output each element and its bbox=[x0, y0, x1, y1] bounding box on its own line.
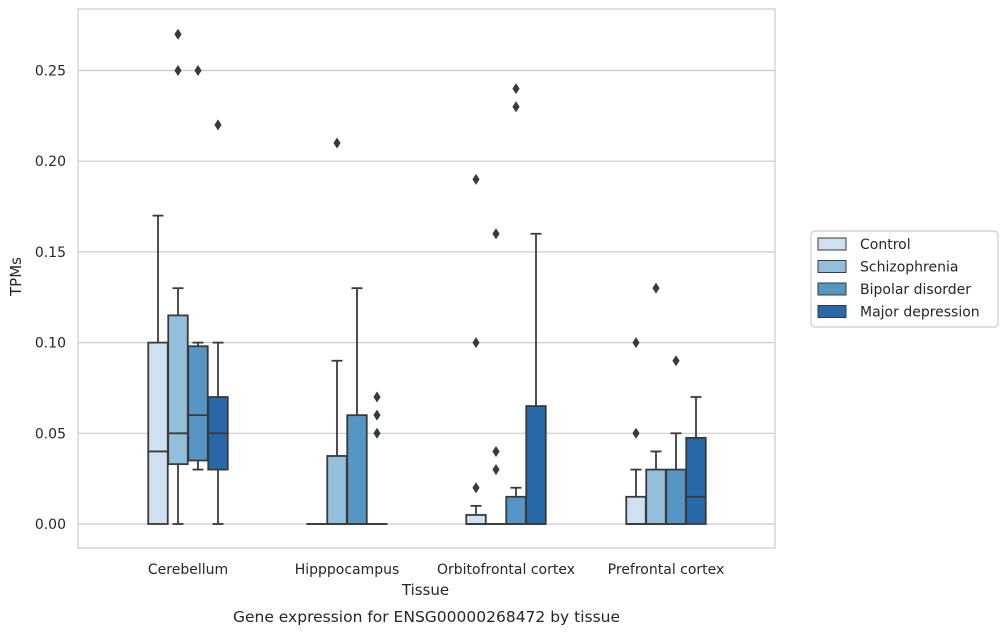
box-body bbox=[326, 455, 348, 525]
box-schizophrenia bbox=[485, 228, 507, 525]
plot-frame bbox=[77, 8, 776, 549]
box-bipolar-disorder bbox=[187, 65, 209, 471]
box-bipolar-disorder bbox=[346, 287, 368, 525]
box-control bbox=[625, 337, 647, 525]
outlier-point bbox=[333, 137, 341, 149]
x-tick-label: Cerebellum bbox=[148, 562, 228, 578]
outlier-point bbox=[512, 83, 520, 95]
box-groups bbox=[147, 28, 707, 525]
legend-swatch bbox=[817, 260, 847, 273]
outlier-point bbox=[632, 427, 640, 439]
outlier-point bbox=[492, 464, 500, 476]
box-body bbox=[505, 495, 527, 525]
outlier-point bbox=[472, 173, 480, 185]
box-major-depression bbox=[685, 396, 707, 525]
box-body bbox=[625, 495, 647, 525]
box-schizophrenia bbox=[645, 282, 667, 525]
box-bipolar-disorder bbox=[665, 355, 687, 525]
box-control bbox=[147, 214, 169, 525]
box-bipolar-disorder bbox=[505, 83, 527, 525]
outlier-point bbox=[174, 65, 182, 76]
box-major-depression bbox=[525, 232, 547, 525]
box-body bbox=[685, 436, 707, 525]
box-major-depression bbox=[207, 119, 229, 525]
box-body bbox=[346, 414, 368, 525]
legend-frame bbox=[810, 230, 999, 328]
chart-caption: Gene expression for ENSG00000268472 by t… bbox=[233, 608, 620, 626]
outlier-point bbox=[174, 28, 182, 40]
box-body bbox=[465, 514, 487, 525]
outlier-point bbox=[373, 391, 381, 403]
outlier-point bbox=[373, 427, 381, 439]
x-tick-label: Orbitofrontal cortex bbox=[437, 562, 575, 578]
legend-swatch bbox=[817, 237, 847, 251]
box-body bbox=[147, 341, 169, 525]
box-body bbox=[645, 468, 667, 525]
y-tick-label: 0.25 bbox=[35, 64, 66, 80]
box-major-depression bbox=[366, 391, 388, 525]
outlier-point bbox=[652, 282, 660, 294]
outlier-point bbox=[373, 409, 381, 421]
outlier-point bbox=[512, 101, 520, 113]
outlier-point bbox=[632, 337, 640, 349]
outlier-point bbox=[472, 337, 480, 349]
box-body bbox=[167, 314, 189, 466]
outlier-point bbox=[472, 482, 480, 494]
box-control bbox=[465, 173, 487, 525]
x-tick-label: Prefrontal cortex bbox=[608, 562, 725, 578]
legend-label: Bipolar disorder bbox=[860, 282, 971, 298]
box-schizophrenia bbox=[326, 137, 348, 525]
legend-swatch bbox=[817, 282, 847, 296]
y-tick-label: 0.05 bbox=[35, 426, 66, 442]
x-axis-label: Tissue bbox=[401, 581, 449, 599]
box-body bbox=[665, 468, 687, 525]
y-tick-label: 0.15 bbox=[35, 245, 66, 261]
y-axis-label: TPMs bbox=[7, 257, 25, 297]
legend-label: Control bbox=[860, 237, 911, 253]
legend-label: Schizophrenia bbox=[860, 260, 958, 276]
outlier-point bbox=[492, 228, 500, 240]
box-schizophrenia bbox=[167, 28, 189, 525]
y-tick-label: 0.20 bbox=[35, 154, 66, 170]
y-tick-label: 0.10 bbox=[35, 336, 66, 352]
x-tick-labels: Cerebellum Hipppocampus Orbitofrontal cort… bbox=[148, 562, 724, 578]
box-body bbox=[525, 405, 547, 525]
legend: Control Schizophrenia Bipolar disorder Majo… bbox=[810, 230, 999, 328]
y-tick-label: 0.00 bbox=[35, 517, 66, 533]
y-tick-labels: 0.00 0.05 0.10 0.15 0.20 0.25 bbox=[35, 64, 66, 534]
legend-swatch bbox=[817, 305, 847, 318]
box-body bbox=[187, 345, 209, 462]
x-tick-label: Hipppocampus bbox=[295, 562, 400, 578]
outlier-point bbox=[672, 355, 680, 367]
outlier-point bbox=[492, 445, 500, 457]
legend-label: Major depression bbox=[860, 305, 980, 321]
outlier-point bbox=[214, 119, 222, 131]
outlier-point bbox=[194, 65, 202, 76]
